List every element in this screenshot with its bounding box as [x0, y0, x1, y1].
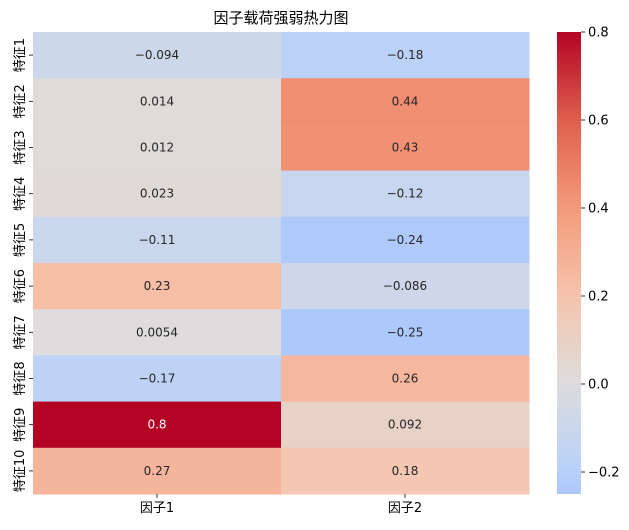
- colorbar-tick-label: −0.2: [588, 466, 620, 481]
- y-tick-label: 特征9: [13, 408, 28, 442]
- cell-value-label: 0.023: [140, 187, 174, 201]
- chart-title: 因子载荷强弱热力图: [213, 9, 348, 27]
- heatmap-cell: [33, 263, 282, 310]
- x-tick-label: 因子1: [140, 501, 174, 516]
- y-tick-label: 特征10: [13, 450, 28, 493]
- cell-value-label: 0.23: [144, 279, 171, 293]
- colorbar-tick-label: 0.2: [588, 290, 609, 305]
- cell-value-label: −0.18: [387, 48, 424, 62]
- heatmap-cell: [281, 78, 530, 125]
- y-tick-label: 特征3: [13, 130, 28, 164]
- heatmap-cell: [33, 447, 282, 495]
- colorbar-tick-label: 0.4: [588, 202, 609, 217]
- heatmap-cell: [33, 309, 282, 356]
- heatmap-cell-labels: −0.094 −0.18 0.014 0.44 0.012 0.43 0.023 −0.12 −…: [135, 48, 427, 478]
- y-tick-label: 特征2: [13, 84, 28, 118]
- heatmap-cell: [281, 355, 530, 403]
- cell-value-label: −0.25: [387, 325, 424, 339]
- cell-value-label: 0.43: [392, 141, 419, 155]
- y-tick-label: 特征5: [13, 223, 28, 257]
- colorbar-tick-label: 0.0: [588, 378, 609, 393]
- colorbar: −0.2 0.0 0.2 0.4 0.6 0.8: [557, 26, 620, 494]
- heatmap-cell: [281, 32, 530, 79]
- y-tick-label: 特征7: [13, 315, 28, 349]
- heatmap-cell: [281, 401, 530, 449]
- x-axis: 因子1 因子2: [140, 494, 422, 516]
- heatmap-cell: [281, 447, 530, 495]
- colorbar-tick-label: 0.8: [588, 26, 609, 41]
- cell-value-label: −0.24: [387, 233, 424, 247]
- heatmap-cell: [33, 216, 282, 264]
- heatmap-cell: [281, 309, 530, 356]
- heatmap-cell: [281, 170, 530, 218]
- colorbar-tick-label: 0.6: [588, 114, 609, 129]
- cell-value-label: 0.0054: [136, 325, 178, 339]
- cell-value-label: 0.44: [392, 94, 419, 108]
- x-tick-label: 因子2: [388, 501, 422, 516]
- heatmap-cell: [33, 170, 282, 218]
- cell-value-label: −0.17: [139, 372, 176, 386]
- cell-value-label: 0.26: [392, 372, 419, 386]
- cell-value-label: −0.086: [383, 279, 427, 293]
- heatmap-cell: [281, 263, 530, 310]
- heatmap-cell: [33, 401, 282, 449]
- heatmap-cells: [33, 32, 530, 495]
- cell-value-label: 0.014: [140, 94, 174, 108]
- cell-value-label: −0.094: [135, 48, 179, 62]
- colorbar-gradient: [557, 32, 581, 494]
- heatmap-cell: [33, 124, 282, 172]
- cell-value-label: 0.092: [388, 418, 422, 432]
- cell-value-label: 0.27: [144, 464, 171, 478]
- heatmap-cell: [33, 78, 282, 125]
- y-tick-label: 特征6: [13, 269, 28, 303]
- y-tick-label: 特征4: [13, 177, 28, 211]
- cell-value-label: −0.11: [139, 233, 176, 247]
- heatmap-cell: [281, 124, 530, 172]
- cell-value-label: 0.8: [147, 418, 166, 432]
- heatmap-cell: [33, 32, 282, 79]
- heatmap-cell: [33, 355, 282, 403]
- cell-value-label: 0.012: [140, 141, 174, 155]
- y-axis: 特征1 特征2 特征3 特征4 特征5 特征6 特征7 特征8 特征9 特征10: [13, 38, 33, 492]
- heatmap-cell: [281, 216, 530, 264]
- y-tick-label: 特征1: [13, 38, 28, 72]
- cell-value-label: 0.18: [392, 464, 419, 478]
- y-tick-label: 特征8: [13, 361, 28, 395]
- cell-value-label: −0.12: [387, 187, 424, 201]
